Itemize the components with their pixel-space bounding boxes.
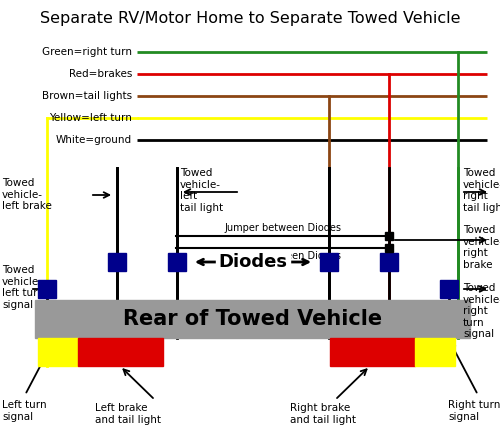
Text: Left turn
signal: Left turn signal [2, 400, 46, 422]
Text: Separate RV/Motor Home to Separate Towed Vehicle: Separate RV/Motor Home to Separate Towed… [40, 11, 460, 26]
Text: Green=right turn: Green=right turn [42, 47, 132, 57]
Text: Right turn
signal: Right turn signal [448, 400, 500, 422]
Text: Diodes: Diodes [218, 253, 288, 271]
Text: Towed
vehicle-
right
turn
signal: Towed vehicle- right turn signal [463, 283, 500, 339]
Text: Yellow=left turn: Yellow=left turn [49, 113, 132, 123]
Bar [38, 280, 56, 298]
Text: Towed
vehicle-
right
tail light: Towed vehicle- right tail light [463, 168, 500, 213]
Bar [440, 280, 458, 298]
Bar [415, 338, 455, 366]
Bar [385, 232, 393, 240]
Text: Right brake
and tail light: Right brake and tail light [290, 403, 356, 425]
Text: Towed
vehicle-
left
tail light: Towed vehicle- left tail light [180, 168, 223, 213]
Bar [320, 253, 338, 271]
Text: Towed
vehicle-
left brake: Towed vehicle- left brake [2, 178, 52, 211]
Text: White=ground: White=ground [56, 135, 132, 145]
Text: Jumper between Diodes: Jumper between Diodes [224, 223, 341, 233]
Text: Red=brakes: Red=brakes [68, 69, 132, 79]
Bar [168, 253, 186, 271]
Bar [330, 338, 415, 366]
Text: Left brake
and tail light: Left brake and tail light [95, 403, 161, 425]
Bar [385, 244, 393, 252]
Text: Brown=tail lights: Brown=tail lights [42, 91, 132, 101]
Bar [108, 253, 126, 271]
Bar [35, 300, 470, 338]
Text: Towed
vehicle-
left turn
signal: Towed vehicle- left turn signal [2, 265, 44, 310]
Bar [38, 338, 78, 366]
Bar [380, 253, 398, 271]
Bar [78, 338, 163, 366]
Text: Jumper between Diodes: Jumper between Diodes [224, 251, 341, 261]
Text: Towed
vehicle-
right
brake: Towed vehicle- right brake [463, 225, 500, 270]
Text: Rear of Towed Vehicle: Rear of Towed Vehicle [123, 309, 382, 329]
